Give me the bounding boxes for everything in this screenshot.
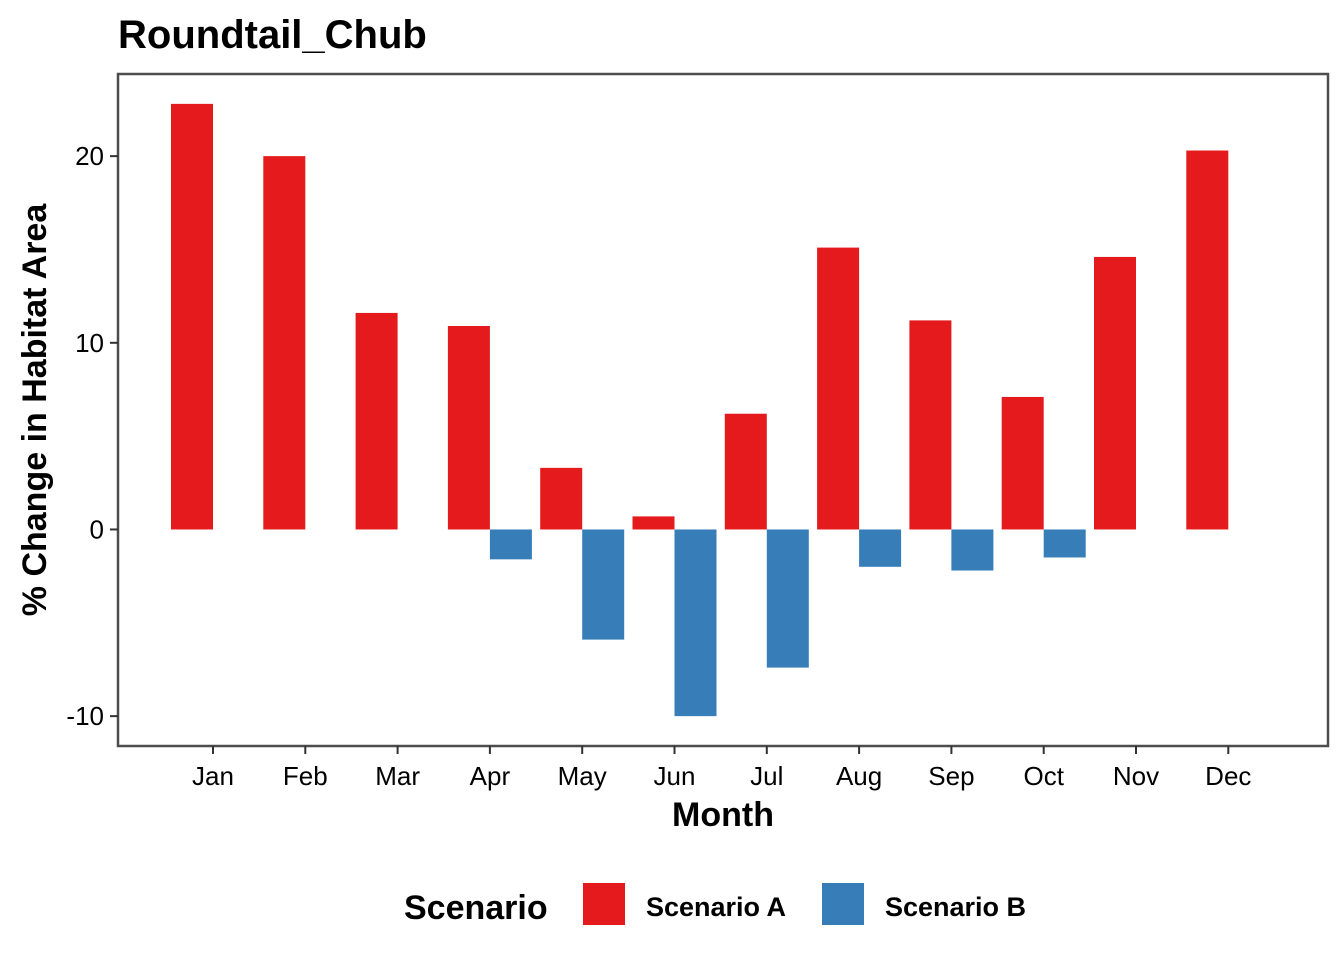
legend-key-scenario-b bbox=[822, 883, 864, 925]
x-tick-label: Sep bbox=[928, 761, 974, 791]
y-axis-title: % Change in Habitat Area bbox=[16, 203, 54, 617]
legend-key-scenario-a bbox=[583, 883, 625, 925]
x-tick-label: Mar bbox=[375, 761, 420, 791]
bar-scenario-a-oct bbox=[1001, 396, 1044, 530]
y-tick-label: 10 bbox=[75, 328, 104, 358]
bar-scenario-a-mar bbox=[355, 312, 398, 530]
bar-scenario-b-may bbox=[582, 529, 625, 640]
bar-scenario-a-nov bbox=[1094, 256, 1136, 530]
bar-scenario-b-sep bbox=[951, 529, 994, 571]
y-axis-ticks: -10 0 10 20 bbox=[66, 141, 118, 731]
legend-label-scenario-b: Scenario B bbox=[885, 892, 1026, 922]
y-tick-label: 20 bbox=[75, 141, 104, 171]
legend-label-scenario-a: Scenario A bbox=[646, 892, 786, 922]
x-tick-label: Jun bbox=[654, 761, 696, 791]
bar-scenario-a-aug bbox=[817, 247, 860, 530]
x-tick-label: Aug bbox=[836, 761, 882, 791]
x-tick-label: Feb bbox=[283, 761, 328, 791]
x-tick-label: Jul bbox=[750, 761, 783, 791]
x-tick-label: Nov bbox=[1113, 761, 1159, 791]
bar-scenario-b-aug bbox=[859, 529, 902, 567]
bar-scenario-b-jun bbox=[674, 529, 717, 717]
x-tick-label: Apr bbox=[470, 761, 511, 791]
x-tick-label: May bbox=[558, 761, 607, 791]
bar-scenario-a-dec bbox=[1186, 150, 1229, 530]
x-axis-title: Month bbox=[672, 796, 774, 834]
x-axis-ticks: Jan Feb Mar Apr May Jun Jul Aug Sep Oct Nov Dec bbox=[192, 746, 1251, 791]
bar-scenario-a-jan bbox=[171, 103, 213, 530]
y-tick-label: 0 bbox=[90, 514, 104, 544]
bar-scenario-a-jul bbox=[724, 413, 767, 530]
legend: Scenario Scenario A Scenario B bbox=[404, 883, 1026, 927]
bar-scenario-a-feb bbox=[263, 156, 306, 530]
bar-scenario-b-apr bbox=[489, 529, 532, 560]
bar-scenario-b-jul bbox=[766, 529, 809, 668]
legend-title: Scenario bbox=[404, 889, 548, 927]
chart-title: Roundtail_Chub bbox=[118, 13, 427, 57]
bar-scenario-a-jun bbox=[632, 516, 675, 530]
bar-scenario-a-may bbox=[540, 467, 583, 530]
bar-scenario-a-apr bbox=[447, 326, 490, 530]
bar-scenario-a-sep bbox=[909, 320, 952, 530]
x-tick-label: Oct bbox=[1023, 761, 1064, 791]
x-tick-label: Dec bbox=[1205, 761, 1251, 791]
y-tick-label: -10 bbox=[66, 701, 104, 731]
bars-layer bbox=[171, 103, 1229, 717]
bar-scenario-b-oct bbox=[1043, 529, 1086, 558]
x-tick-label: Jan bbox=[192, 761, 234, 791]
